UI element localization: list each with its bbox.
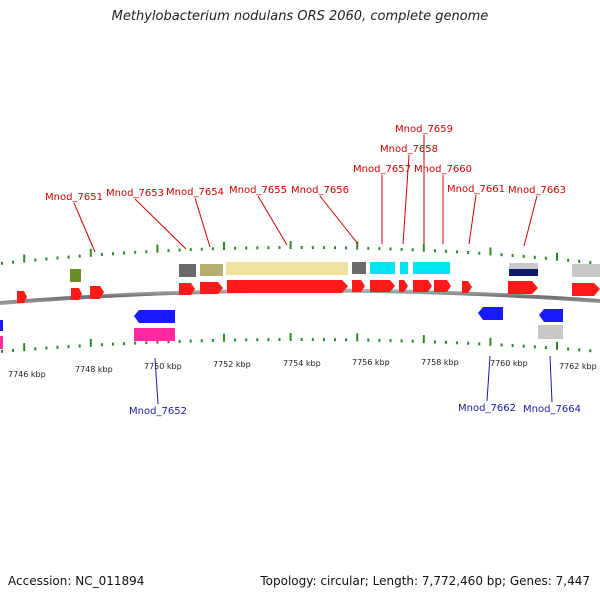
cog-block xyxy=(70,269,81,282)
label-leader-line xyxy=(319,195,359,245)
label-leader-line xyxy=(257,195,288,246)
label-leader-line xyxy=(402,154,410,245)
label-leader-line xyxy=(194,197,211,248)
label-leader-line xyxy=(468,194,477,245)
cog-strip-top xyxy=(70,262,600,282)
cog-block xyxy=(370,262,395,274)
gene-label-forward: Mnod_7655 xyxy=(229,185,287,196)
scale-label: 7756 kbp xyxy=(352,358,390,367)
scale-label: 7752 kbp xyxy=(213,360,251,369)
gene-arrow-forward xyxy=(399,280,408,292)
cog-block xyxy=(413,262,450,274)
gene-label-forward: Mnod_7654 xyxy=(166,187,224,198)
gene-arrow-forward xyxy=(17,291,27,303)
gene-label-forward: Mnod_7663 xyxy=(508,185,566,196)
forward-genes xyxy=(17,280,600,303)
cog-block xyxy=(538,325,563,339)
label-leader-line xyxy=(486,355,491,402)
cog-block xyxy=(572,264,600,277)
tick-row-top xyxy=(1,241,592,265)
gene-labels-top: Mnod_7651 Mnod_7653 Mnod_7654 Mnod_7655 Mnod… xyxy=(45,124,566,253)
accession-text: Accession: NC_011894 xyxy=(8,574,145,588)
label-leader-line xyxy=(154,357,159,405)
cog-block xyxy=(400,262,408,274)
cog-block xyxy=(352,262,366,274)
gene-label-reverse: Mnod_7652 xyxy=(129,406,187,417)
scale-label: 7746 kbp xyxy=(8,370,46,379)
gene-arrow-forward xyxy=(413,280,432,292)
cog-block xyxy=(200,264,223,276)
label-leader-line xyxy=(134,198,187,250)
gene-arrow-forward xyxy=(434,280,451,292)
label-leader-line xyxy=(549,355,553,403)
gene-labels-bottom: Mnod_7652 Mnod_7662 Mnod_7664 xyxy=(129,355,581,417)
genome-summary-text: Topology: circular; Length: 7,772,460 bp… xyxy=(260,574,590,588)
tick-row-bottom xyxy=(1,333,592,353)
cog-block xyxy=(134,328,175,341)
scale-label: 7748 kbp xyxy=(75,365,113,374)
cog-block xyxy=(226,262,348,275)
gene-arrow-reverse xyxy=(134,310,175,323)
scale-label: 7762 kbp xyxy=(559,362,597,371)
gene-arrow-forward xyxy=(352,280,365,292)
scale-label: 7758 kbp xyxy=(421,358,459,367)
gene-arrow-reverse xyxy=(539,309,563,322)
genome-title: Methylobacterium nodulans ORS 2060, comp… xyxy=(111,9,489,24)
gene-label-reverse: Mnod_7664 xyxy=(523,404,581,415)
gene-arrow-forward xyxy=(572,283,600,296)
cog-block xyxy=(0,336,3,349)
gene-label-forward: Mnod_7657 xyxy=(353,164,411,175)
gene-arrow-forward xyxy=(462,281,472,293)
gene-label-forward: Mnod_7658 xyxy=(380,144,438,155)
scale-label: 7750 kbp xyxy=(144,362,182,371)
gene-label-forward: Mnod_7656 xyxy=(291,185,349,196)
cog-block xyxy=(179,264,196,277)
gene-arrow-forward xyxy=(370,280,395,292)
scale-label: 7760 kbp xyxy=(490,359,528,368)
gene-arrow-reverse xyxy=(478,307,503,320)
gene-label-forward: Mnod_7651 xyxy=(45,192,103,203)
gene-label-forward: Mnod_7653 xyxy=(106,188,164,199)
gene-label-forward: Mnod_7660 xyxy=(414,164,472,175)
gene-arrow-forward xyxy=(200,282,223,294)
reverse-genes xyxy=(0,307,563,331)
gene-arrow-forward xyxy=(227,280,348,293)
gene-label-reverse: Mnod_7662 xyxy=(458,403,516,414)
label-leader-line xyxy=(523,195,538,247)
cog-block xyxy=(509,263,538,270)
cog-block xyxy=(509,269,538,276)
gene-arrow-forward xyxy=(179,283,195,295)
gene-label-forward: Mnod_7659 xyxy=(395,124,453,135)
gene-arrow-forward xyxy=(90,286,104,299)
gene-arrow-forward xyxy=(71,288,82,300)
gene-arrow-reverse xyxy=(0,320,3,331)
scale-label: 7754 kbp xyxy=(283,359,321,368)
scale-labels: 7746 kbp 7748 kbp 7750 kbp 7752 kbp 7754 kbp… xyxy=(8,358,597,379)
label-leader-line xyxy=(73,202,96,253)
cog-strip-bottom xyxy=(0,325,563,349)
gene-label-forward: Mnod_7661 xyxy=(447,184,505,195)
gene-arrow-forward xyxy=(508,281,538,294)
